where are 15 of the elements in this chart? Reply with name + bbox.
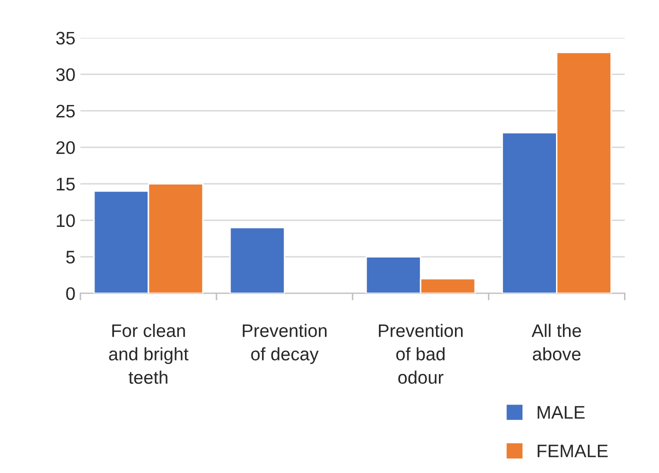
legend-label: FEMALE	[538, 444, 608, 458]
y-tick-label: 35	[56, 32, 75, 45]
x-tick-label: For clean and bright teeth	[109, 324, 188, 384]
x-tick-label: Prevention of decay	[242, 324, 327, 364]
y-tick-label: 15	[56, 178, 75, 191]
x-tick-label: Prevention of bad odour	[378, 324, 463, 384]
x-tick-label: All the above	[532, 324, 581, 360]
y-tick-label: 10	[56, 214, 75, 228]
bar	[229, 226, 286, 294]
legend-label: MALE	[538, 406, 585, 419]
y-tick-label: 20	[56, 141, 75, 154]
y-tick-label: 30	[56, 68, 75, 82]
y-tick-label: 0	[66, 287, 75, 300]
y-tick-label: 25	[56, 104, 75, 118]
y-tick-label: 5	[66, 250, 75, 264]
